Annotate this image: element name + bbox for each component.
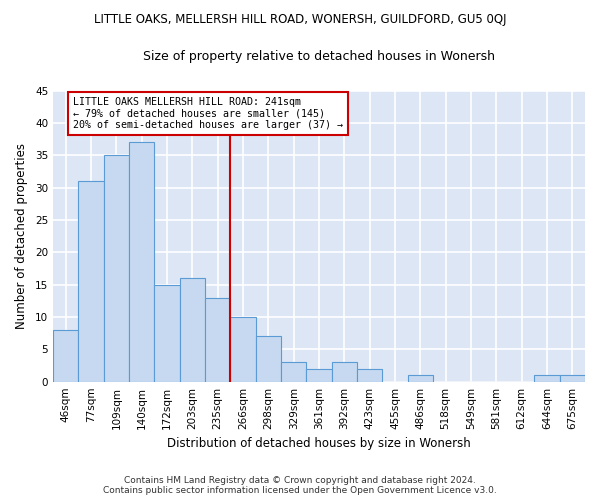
Bar: [332, 362, 357, 382]
Text: LITTLE OAKS MELLERSH HILL ROAD: 241sqm
← 79% of detached houses are smaller (145: LITTLE OAKS MELLERSH HILL ROAD: 241sqm ←…: [73, 97, 343, 130]
Bar: [357, 368, 382, 382]
X-axis label: Distribution of detached houses by size in Wonersh: Distribution of detached houses by size …: [167, 437, 471, 450]
Bar: [256, 336, 281, 382]
Bar: [560, 375, 585, 382]
Bar: [205, 298, 230, 382]
Bar: [281, 362, 307, 382]
Bar: [180, 278, 205, 382]
Text: LITTLE OAKS, MELLERSH HILL ROAD, WONERSH, GUILDFORD, GU5 0QJ: LITTLE OAKS, MELLERSH HILL ROAD, WONERSH…: [94, 12, 506, 26]
Bar: [307, 368, 332, 382]
Bar: [154, 284, 180, 382]
Title: Size of property relative to detached houses in Wonersh: Size of property relative to detached ho…: [143, 50, 495, 63]
Bar: [230, 317, 256, 382]
Bar: [79, 181, 104, 382]
Bar: [535, 375, 560, 382]
Bar: [104, 155, 129, 382]
Bar: [129, 142, 154, 382]
Text: Contains HM Land Registry data © Crown copyright and database right 2024.
Contai: Contains HM Land Registry data © Crown c…: [103, 476, 497, 495]
Bar: [53, 330, 79, 382]
Bar: [407, 375, 433, 382]
Y-axis label: Number of detached properties: Number of detached properties: [15, 143, 28, 329]
